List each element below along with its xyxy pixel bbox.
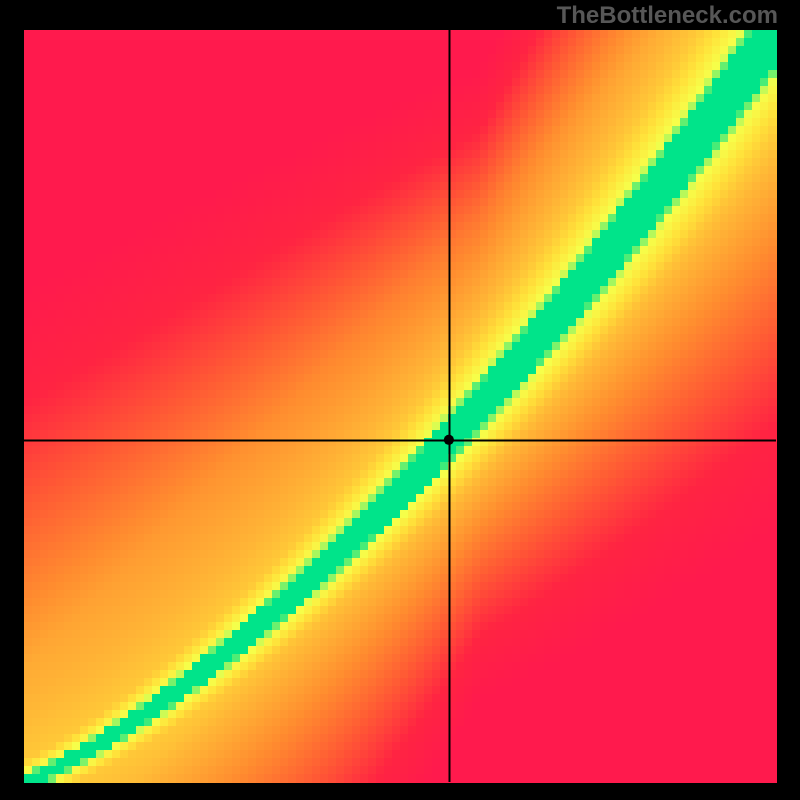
bottleneck-chart-container: TheBottleneck.com (0, 0, 800, 800)
bottleneck-heatmap-canvas (0, 0, 800, 800)
